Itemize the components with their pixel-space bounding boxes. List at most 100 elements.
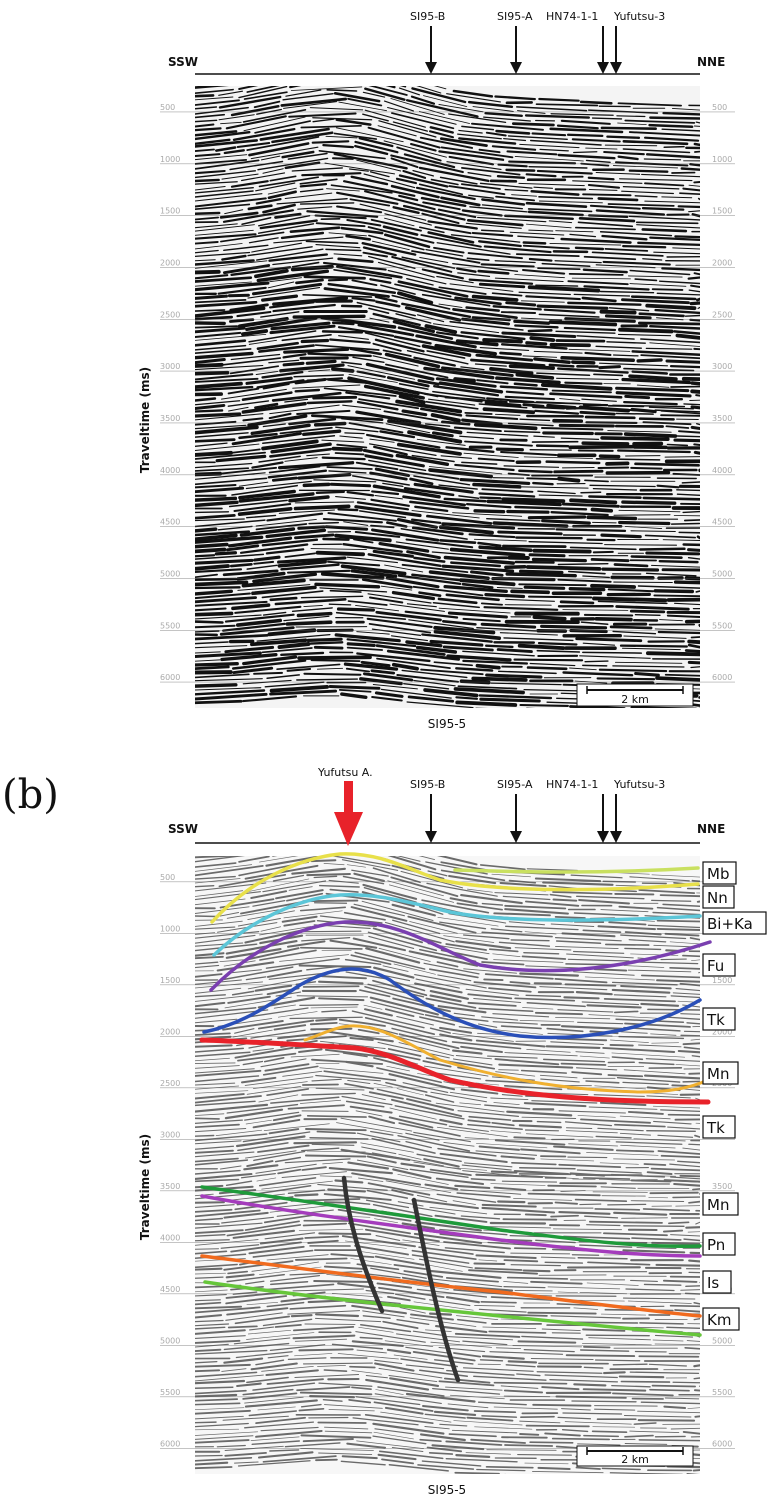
reflection-segment [542,881,614,886]
reflection-segment [579,410,616,416]
reflection-segment [335,426,379,433]
reflection-segment [319,884,360,888]
reflection-segment [537,267,581,271]
reflection-segment [333,92,381,103]
reflection-segment [256,248,324,261]
reflection-segment [411,573,460,582]
reflection-segment [195,1343,229,1348]
reflection-segment [195,1435,254,1440]
reflection-segment [195,926,236,930]
reflection-segment [493,912,551,917]
reflection-segment [195,687,262,691]
reflection-segment [195,856,236,859]
reflection-segment [224,1108,284,1120]
reflection-segment [195,1145,235,1150]
reflection-segment [516,1373,541,1377]
reflection-segment [682,187,700,192]
reflection-segment [596,677,656,681]
reflection-segment [236,310,272,318]
reflection-segment [478,545,533,553]
reflection-segment [195,683,238,688]
reflection-segment [584,1215,619,1219]
reflection-segment [259,127,330,141]
panel-b-well-label: SI95-A [497,778,533,791]
reflection-segment [226,1193,285,1202]
reflection-segment [324,1430,373,1434]
reflection-segment [224,645,275,654]
reflection-segment [292,384,361,389]
reflection-segment [514,1289,553,1292]
reflection-segment [445,1277,499,1283]
reflection-segment [261,590,324,599]
reflection-segment [276,198,348,205]
reflection-segment [509,981,531,985]
reflection-segment [525,223,572,229]
reflection-segment [524,1462,569,1465]
reflection-segment [267,187,297,195]
time-tick-label: 500 [160,103,175,112]
reflection-segment [568,570,606,575]
reflection-segment [313,421,347,427]
reflection-segment [432,601,480,609]
reflection-segment [455,940,512,950]
reflection-segment [195,1117,220,1120]
reflection-segment [335,118,372,126]
reflection-segment [335,611,407,621]
reflection-segment [195,659,221,662]
reflection-segment [631,1237,682,1241]
reflection-segment [439,1118,463,1126]
reflection-segment [510,589,550,595]
reflection-segment [195,211,221,215]
reflection-segment [266,1254,329,1261]
reflection-segment [245,976,267,981]
reflection-segment [541,519,591,525]
reflection-segment [407,915,477,934]
reflection-segment [287,1310,361,1315]
reflection-segment [460,331,526,341]
reflection-segment [577,1257,628,1260]
reflection-segment [319,587,388,593]
reflection-segment [195,243,243,250]
reflection-segment [695,1221,700,1225]
reflection-segment [541,1328,581,1332]
reflection-segment [230,266,292,276]
reflection-segment [600,1186,636,1189]
reflection-segment [606,341,646,344]
reflection-segment [280,231,325,240]
reflection-segment [286,940,326,948]
reflection-segment [482,407,536,415]
reflection-segment [418,591,442,597]
reflection-segment [219,912,240,917]
reflection-segment [361,1251,415,1260]
time-tick-label: 1000 [160,155,180,164]
reflection-segment [522,244,570,250]
reflection-segment [575,1067,618,1071]
reflection-segment [497,163,528,168]
reflection-segment [664,932,700,937]
reflection-segment [612,665,685,668]
reflection-segment [668,1221,690,1225]
reflection-segment [255,1429,323,1438]
reflection-segment [274,1156,302,1163]
reflection-segment [431,431,454,438]
reflection-segment [297,206,333,210]
reflection-segment [242,1131,311,1143]
reflection-segment [469,206,528,213]
reflection-segment [581,296,617,303]
reflection-segment [393,1354,428,1360]
reflection-segment [301,1166,327,1171]
time-tick-label: 4000 [160,1233,180,1242]
reflection-segment [380,284,416,295]
reflection-segment [372,927,423,944]
reflection-segment [685,1285,700,1288]
reflection-segment [267,190,297,200]
reflection-segment [241,578,306,588]
reflection-segment [306,400,353,405]
reflection-segment [592,1191,648,1193]
reflection-segment [438,525,494,535]
reflection-segment [269,175,297,182]
reflection-segment [254,268,289,279]
time-tick-label: 5000 [712,569,732,578]
reflection-segment [483,116,531,122]
reflection-segment [351,279,378,287]
